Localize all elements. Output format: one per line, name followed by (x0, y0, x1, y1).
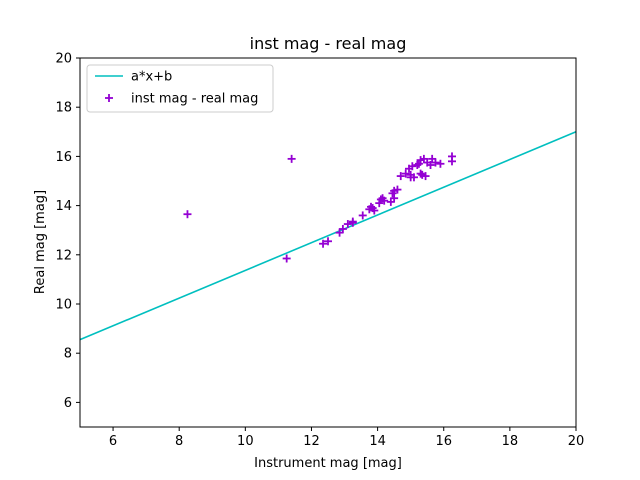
x-tick-label: 6 (109, 434, 117, 449)
data-point (413, 161, 422, 170)
data-point (343, 220, 352, 229)
y-axis-ticks: 6 8 10 12 14 16 18 20 (55, 52, 80, 411)
y-tick-label: 20 (55, 52, 72, 67)
data-point (421, 172, 430, 181)
legend-label-fit: a*x+b (131, 70, 172, 85)
y-tick-label: 14 (55, 199, 72, 214)
y-tick-label: 16 (55, 150, 72, 165)
data-point (324, 237, 332, 246)
x-tick-label: 14 (369, 434, 386, 449)
x-tick-label: 10 (237, 434, 254, 449)
x-axis-ticks: 6 8 10 12 14 16 18 20 (109, 427, 584, 449)
data-point (436, 159, 445, 168)
y-tick-label: 6 (64, 396, 72, 411)
data-point (287, 154, 296, 163)
data-point (431, 158, 440, 167)
y-axis-label: Real mag [mag] (33, 190, 48, 294)
x-tick-label: 18 (502, 434, 519, 449)
data-point (370, 206, 379, 215)
x-tick-label: 16 (435, 434, 452, 449)
plot-area (79, 57, 577, 428)
y-tick-label: 10 (55, 298, 72, 313)
data-point (390, 194, 399, 203)
y-tick-label: 12 (55, 248, 72, 263)
data-point (448, 152, 456, 161)
data-point (401, 169, 410, 178)
data-point (426, 161, 435, 170)
x-tick-label: 8 (175, 434, 183, 449)
y-tick-label: 8 (64, 347, 72, 362)
legend-box (86, 64, 274, 113)
data-point (358, 211, 367, 220)
data-point (414, 159, 423, 168)
data-point (183, 210, 192, 219)
data-point (338, 224, 347, 233)
data-point (409, 173, 418, 182)
data-point (319, 239, 328, 248)
data-point (393, 185, 402, 194)
legend: a*x+b inst mag - real mag (86, 64, 274, 113)
y-tick-label: 18 (55, 101, 72, 116)
data-point (396, 172, 405, 181)
fit-line (79, 131, 577, 341)
data-point (348, 217, 357, 226)
axes-frame (79, 57, 577, 428)
legend-marker-swatch (105, 94, 113, 102)
x-axis-label: Instrument mag [mag] (254, 456, 402, 471)
data-point (380, 196, 389, 205)
chart-title: inst mag - real mag (250, 34, 407, 53)
data-point (416, 169, 425, 178)
data-point (282, 254, 291, 263)
data-point (375, 199, 384, 208)
x-tick-label: 20 (568, 434, 585, 449)
legend-label-scatter: inst mag - real mag (131, 92, 258, 107)
x-tick-label: 12 (303, 434, 320, 449)
data-point (408, 162, 417, 171)
